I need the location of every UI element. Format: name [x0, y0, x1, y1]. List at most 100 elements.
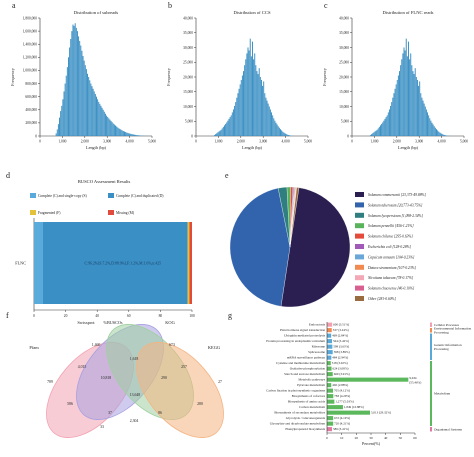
x-tick-label: 5,000 [304, 140, 312, 145]
histogram-bar [444, 135, 446, 136]
y-tick-label: 0 [35, 134, 37, 138]
group-bracket [430, 333, 432, 360]
venn-set-label: KEGG [208, 345, 221, 350]
histogram-bar [252, 41, 253, 136]
histogram-bar [104, 113, 106, 136]
y-tick-label: 20,000 [339, 75, 349, 80]
histogram-bar [137, 135, 139, 136]
bar-data-label: 720 (4.21%) [334, 422, 350, 426]
histogram-bar [217, 132, 219, 136]
histogram-bar [266, 100, 268, 136]
x-tick-label: 0 [33, 314, 35, 318]
histogram-bar [94, 94, 96, 136]
venn-region-count: 290 [161, 376, 167, 380]
busco-annotation: C:96.2%[S:7.2%,D:88.9%],F:1.2%,M:1.6%,n:… [85, 262, 162, 267]
legend-swatch [30, 210, 36, 215]
bar-data-label: 484 (2.94%) [332, 356, 348, 360]
legend-label: Missing (M) [116, 211, 135, 215]
histogram-bar [431, 122, 433, 136]
histogram-bar [135, 134, 137, 136]
histogram-panel-c: c Distribution of FLNC reads 0 5,000 10,000 1… [322, 1, 468, 150]
y-axis-label: Frequency [10, 67, 15, 86]
histogram-bar [96, 96, 97, 136]
bar-data-label: 537 (3.24%) [333, 328, 349, 332]
category-label: Plant hormone signal transduction [280, 328, 325, 332]
histogram-bar [421, 97, 423, 136]
histogram-bar [411, 65, 413, 136]
y-tick-label: 25,000 [339, 61, 349, 66]
histogram-bar [418, 85, 420, 136]
y-axis-label: Frequency [166, 67, 171, 86]
histogram-bar [232, 109, 234, 136]
group-label: Genetic Information [434, 343, 462, 347]
group-bracket [430, 322, 432, 327]
x-tick-label: 50 [399, 436, 403, 440]
histogram-bar [62, 99, 64, 136]
x-tick-label: 40 [95, 314, 99, 318]
histogram-bar [230, 115, 232, 136]
bar-data-label: 669 (3.91%) [334, 372, 350, 376]
venn-region-count: 1,618 [130, 357, 139, 362]
x-tick-label: 4,000 [438, 140, 446, 145]
histogram-bar [68, 57, 69, 137]
histogram-bar [278, 127, 280, 136]
y-tick-label: 200,000 [25, 121, 37, 126]
histogram-bar [93, 91, 95, 136]
venn-set-ellipse [136, 342, 224, 438]
y-tick-label: 10,000 [339, 105, 349, 110]
histogram-bar [238, 88, 240, 136]
histogram-bar [132, 134, 134, 136]
venn-set-label: Swissprot [77, 320, 95, 325]
histogram-bar [213, 135, 215, 136]
histogram-bar [437, 130, 439, 136]
histogram-bar [274, 120, 276, 136]
histogram-bar [102, 109, 104, 136]
group-label: Environmental Information [434, 326, 471, 330]
histogram-panel-b: b Distribution of CCS 0 5,000 10,000 15,000 20… [166, 1, 312, 150]
x-tick-label: 3,000 [103, 140, 111, 145]
y-tick-label: 1,200,000 [23, 56, 38, 61]
legend-label: Escherichia coli [128-0.28%] [367, 245, 412, 249]
histogram-bar [420, 93, 422, 136]
y-tick-label: 30,000 [183, 46, 193, 51]
histogram-bar [216, 133, 218, 136]
venn-region-count: 789 [47, 380, 53, 384]
histogram-bar [399, 71, 401, 136]
histogram-bar [260, 79, 262, 136]
legend-label: Datura stramonium [107-0.23%] [367, 266, 417, 270]
histogram-bar [90, 83, 92, 136]
busco-bar-segment [34, 222, 44, 304]
legend-swatch [355, 254, 364, 260]
y-axis-label: Frequency [322, 67, 327, 86]
x-tick-label: 1,000 [58, 140, 66, 145]
category-label: Spliceosome [308, 350, 325, 354]
bar-data-label: 586 (3.41%) [333, 427, 349, 431]
histogram-bar [69, 47, 71, 136]
histogram-bar [438, 131, 440, 136]
histogram-bar [130, 133, 132, 136]
x-tick-label: 10 [340, 436, 344, 440]
histogram-bar [262, 85, 264, 136]
bar-data-label: 600 (3.51%) [333, 323, 349, 327]
histogram-bar [406, 56, 408, 136]
histogram-bar [84, 65, 86, 136]
histogram-bar [226, 122, 228, 136]
histogram-bar [267, 103, 269, 136]
histogram-bar [103, 111, 105, 136]
venn-region-count: 13,648 [130, 393, 141, 398]
kegg-bar [327, 394, 334, 399]
histogram-bar [280, 129, 281, 136]
chart-title: BUSCO Assessment Results [78, 179, 131, 184]
histogram-bar [276, 124, 278, 136]
legend-label: Capsicum annuum [104-0.23%] [368, 255, 415, 259]
histogram-bar [432, 124, 434, 136]
histogram-bar [422, 100, 424, 136]
group-label: Metabolism [434, 392, 451, 396]
category-label: Starch and sucrose metabolism [284, 372, 325, 376]
panel-label: g [228, 311, 232, 320]
histogram-bar [383, 120, 385, 136]
histogram-bar [125, 132, 127, 136]
histogram-bar [430, 120, 432, 136]
histogram-bar [111, 122, 113, 136]
kegg-bar [327, 366, 332, 371]
